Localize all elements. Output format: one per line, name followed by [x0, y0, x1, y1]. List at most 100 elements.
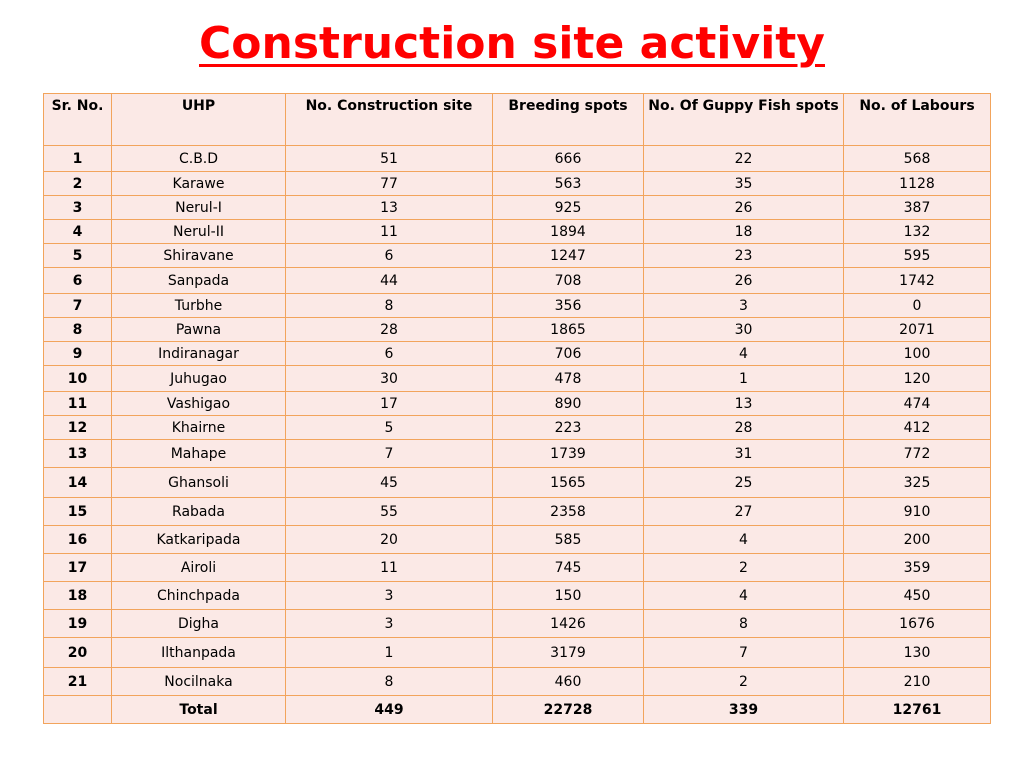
uhp-cell: Turbhe [111, 293, 286, 318]
construction-sites-cell: 11 [285, 553, 493, 582]
uhp-cell: Pawna [111, 317, 286, 342]
labours-cell: 1128 [843, 171, 991, 196]
breeding-spots-cell: 356 [492, 293, 644, 318]
total-sr-no-cell [43, 695, 112, 724]
guppy-fish-spots-cell: 13 [643, 391, 844, 416]
labours-cell: 200 [843, 525, 991, 554]
labours-cell: 412 [843, 415, 991, 440]
breeding-spots-cell: 1739 [492, 439, 644, 468]
header-uhp: UHP [111, 93, 286, 146]
uhp-cell: Chinchpada [111, 581, 286, 610]
breeding-spots-cell: 478 [492, 365, 644, 392]
breeding-spots-cell: 3179 [492, 637, 644, 668]
table-row: 7 Turbhe 8 356 3 0 [43, 293, 991, 318]
breeding-spots-cell: 1247 [492, 243, 644, 268]
labours-cell: 474 [843, 391, 991, 416]
uhp-cell: Ghansoli [111, 467, 286, 498]
construction-sites-cell: 3 [285, 581, 493, 610]
breeding-spots-cell: 745 [492, 553, 644, 582]
construction-sites-cell: 44 [285, 267, 493, 294]
table-row: 16 Katkaripada 20 585 4 200 [43, 525, 991, 554]
table-row: 3 Nerul-I 13 925 26 387 [43, 195, 991, 220]
table-row: 13 Mahape 7 1739 31 772 [43, 439, 991, 468]
sr-no-cell: 7 [43, 293, 112, 318]
breeding-spots-cell: 2358 [492, 497, 644, 526]
uhp-cell: Digha [111, 609, 286, 638]
breeding-spots-cell: 890 [492, 391, 644, 416]
construction-sites-cell: 6 [285, 243, 493, 268]
guppy-fish-spots-cell: 26 [643, 267, 844, 294]
guppy-fish-spots-cell: 2 [643, 667, 844, 696]
construction-sites-cell: 6 [285, 341, 493, 366]
guppy-fish-spots-cell: 23 [643, 243, 844, 268]
table-row: 8 Pawna 28 1865 30 2071 [43, 317, 991, 342]
guppy-fish-spots-cell: 30 [643, 317, 844, 342]
labours-cell: 325 [843, 467, 991, 498]
construction-sites-cell: 51 [285, 145, 493, 172]
sr-no-cell: 3 [43, 195, 112, 220]
table-row: 14 Ghansoli 45 1565 25 325 [43, 467, 991, 498]
breeding-spots-cell: 585 [492, 525, 644, 554]
construction-sites-cell: 45 [285, 467, 493, 498]
uhp-cell: Juhugao [111, 365, 286, 392]
sr-no-cell: 11 [43, 391, 112, 416]
sr-no-cell: 5 [43, 243, 112, 268]
labours-cell: 120 [843, 365, 991, 392]
uhp-cell: Nerul-I [111, 195, 286, 220]
sr-no-cell: 19 [43, 609, 112, 638]
labours-cell: 450 [843, 581, 991, 610]
labours-cell: 359 [843, 553, 991, 582]
guppy-fish-spots-cell: 31 [643, 439, 844, 468]
breeding-spots-cell: 150 [492, 581, 644, 610]
table-row: 6 Sanpada 44 708 26 1742 [43, 267, 991, 294]
guppy-fish-spots-cell: 4 [643, 581, 844, 610]
table-row: 18 Chinchpada 3 150 4 450 [43, 581, 991, 610]
sr-no-cell: 15 [43, 497, 112, 526]
table-header-row: Sr. No. UHP No. Construction site Breedi… [43, 93, 991, 146]
breeding-spots-cell: 708 [492, 267, 644, 294]
construction-sites-cell: 77 [285, 171, 493, 196]
labours-cell: 210 [843, 667, 991, 696]
sr-no-cell: 4 [43, 219, 112, 244]
table-row: 2 Karawe 77 563 35 1128 [43, 171, 991, 196]
labours-cell: 595 [843, 243, 991, 268]
construction-sites-cell: 8 [285, 293, 493, 318]
uhp-cell: Airoli [111, 553, 286, 582]
construction-sites-cell: 7 [285, 439, 493, 468]
uhp-cell: Nocilnaka [111, 667, 286, 696]
construction-sites-cell: 3 [285, 609, 493, 638]
total-construction-sites-cell: 449 [285, 695, 493, 724]
table-row: 11 Vashigao 17 890 13 474 [43, 391, 991, 416]
labours-cell: 0 [843, 293, 991, 318]
total-breeding-spots-cell: 22728 [492, 695, 644, 724]
table-row: 19 Digha 3 1426 8 1676 [43, 609, 991, 638]
table-body: 1 C.B.D 51 666 22 568 2 Karawe 77 563 35 1128 3 Nerul… [43, 145, 991, 724]
guppy-fish-spots-cell: 28 [643, 415, 844, 440]
labours-cell: 910 [843, 497, 991, 526]
labours-cell: 132 [843, 219, 991, 244]
breeding-spots-cell: 1426 [492, 609, 644, 638]
uhp-cell: Shiravane [111, 243, 286, 268]
uhp-cell: Karawe [111, 171, 286, 196]
header-sr-no: Sr. No. [43, 93, 112, 146]
table-row: 10 Juhugao 30 478 1 120 [43, 365, 991, 392]
table-row: 1 C.B.D 51 666 22 568 [43, 145, 991, 172]
sr-no-cell: 9 [43, 341, 112, 366]
guppy-fish-spots-cell: 4 [643, 525, 844, 554]
labours-cell: 1742 [843, 267, 991, 294]
guppy-fish-spots-cell: 27 [643, 497, 844, 526]
sr-no-cell: 12 [43, 415, 112, 440]
uhp-cell: Nerul-II [111, 219, 286, 244]
labours-cell: 1676 [843, 609, 991, 638]
breeding-spots-cell: 563 [492, 171, 644, 196]
uhp-cell: C.B.D [111, 145, 286, 172]
table-row: 17 Airoli 11 745 2 359 [43, 553, 991, 582]
table-row: 4 Nerul-II 11 1894 18 132 [43, 219, 991, 244]
guppy-fish-spots-cell: 4 [643, 341, 844, 366]
labours-cell: 568 [843, 145, 991, 172]
guppy-fish-spots-cell: 25 [643, 467, 844, 498]
labours-cell: 2071 [843, 317, 991, 342]
table-row: 9 Indiranagar 6 706 4 100 [43, 341, 991, 366]
construction-sites-cell: 11 [285, 219, 493, 244]
sr-no-cell: 13 [43, 439, 112, 468]
